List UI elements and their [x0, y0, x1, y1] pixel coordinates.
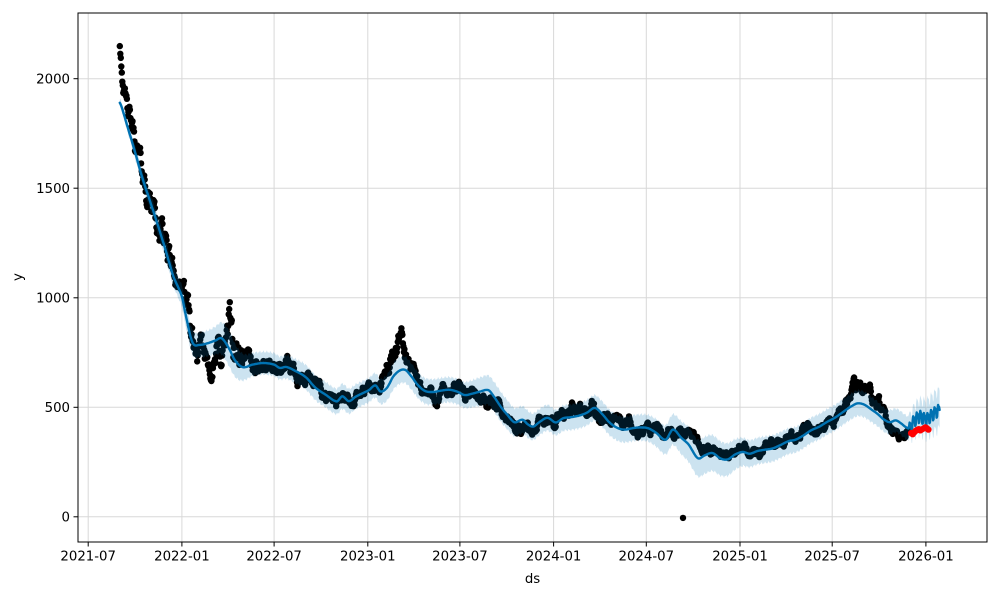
- observed-point: [159, 220, 166, 227]
- forecast-line: [118, 101, 941, 461]
- observed-point: [867, 388, 875, 395]
- observed-point: [386, 364, 393, 371]
- observed-point: [224, 330, 231, 338]
- y-tick-label: 0: [62, 511, 70, 526]
- observed-point: [121, 85, 129, 92]
- y-tick-label: 1500: [36, 182, 70, 197]
- x-tick-label: 2025-01: [712, 550, 768, 565]
- observed-point: [198, 331, 205, 339]
- observed-point: [118, 63, 125, 70]
- observed-point: [401, 346, 408, 353]
- x-tick-label: 2023-07: [432, 550, 488, 565]
- observed-point: [194, 358, 201, 365]
- observed-point: [576, 400, 584, 407]
- x-tick-label: 2022-01: [154, 550, 210, 565]
- observed-point: [118, 69, 126, 76]
- observed-point: [188, 324, 196, 332]
- observed-point: [137, 149, 144, 157]
- forecast-line-group: [118, 101, 941, 461]
- y-axis-label: y: [11, 273, 26, 281]
- observed-point: [351, 401, 358, 408]
- x-axis-label: ds: [525, 572, 540, 587]
- observed-point: [130, 128, 138, 135]
- observed-point: [850, 374, 858, 381]
- observed-point: [136, 144, 144, 151]
- observed-point: [151, 198, 158, 205]
- x-tick-label: 2024-07: [619, 550, 675, 565]
- axes: 2021-07 2022-01 2022-07 2023-01 2023-07 2024-…: [36, 12, 988, 565]
- observed-point: [218, 352, 226, 359]
- observed-point: [882, 407, 889, 415]
- observed-point: [163, 237, 170, 244]
- observed-point: [245, 347, 253, 354]
- outlier-point: [679, 514, 687, 522]
- observed-point: [228, 317, 235, 324]
- observed-point: [158, 215, 166, 222]
- observed-point: [385, 369, 393, 376]
- observed-point: [875, 393, 883, 400]
- observed-point: [552, 423, 559, 430]
- uncertainty-band-group: [119, 99, 940, 479]
- observed-point: [414, 372, 421, 380]
- x-tick-label: 2021-07: [60, 550, 116, 565]
- x-tick-label: 2023-01: [340, 550, 396, 565]
- x-tick-label: 2022-07: [246, 550, 302, 565]
- observed-points: [116, 42, 912, 522]
- uncertainty-band: [119, 99, 940, 479]
- observed-point: [209, 373, 216, 381]
- y-tick-label: 500: [45, 401, 70, 416]
- observed-point: [394, 344, 401, 351]
- observed-point: [186, 308, 193, 315]
- observed-point: [290, 360, 297, 367]
- observed-point: [126, 106, 134, 114]
- observed-point: [184, 292, 192, 299]
- observed-point: [117, 54, 125, 62]
- observed-point: [123, 95, 131, 103]
- x-tick-label: 2025-07: [804, 550, 860, 565]
- x-tick-label: 2026-01: [898, 550, 954, 565]
- observed-point: [417, 379, 424, 386]
- observed-point: [226, 305, 233, 313]
- observed-point: [378, 380, 385, 387]
- observed-point: [428, 385, 435, 392]
- anomaly-point: [925, 426, 932, 433]
- observed-point: [399, 331, 406, 338]
- observed-point: [590, 400, 598, 407]
- observed-point: [169, 254, 176, 262]
- plot-border: [77, 12, 988, 543]
- anomaly-points: [907, 424, 932, 438]
- observed-point: [116, 42, 124, 50]
- gridlines: [78, 13, 987, 542]
- observed-point: [166, 242, 173, 250]
- observed-point: [180, 277, 188, 285]
- observed-point: [195, 349, 202, 356]
- y-tick-label: 2000: [36, 72, 70, 87]
- observed-point: [212, 359, 219, 366]
- x-tick-label: 2024-01: [526, 550, 582, 565]
- observed-point: [218, 361, 225, 369]
- observed-point: [204, 354, 211, 361]
- y-tick-label: 1000: [36, 292, 70, 307]
- observed-point: [226, 299, 233, 306]
- observed-point: [129, 118, 136, 125]
